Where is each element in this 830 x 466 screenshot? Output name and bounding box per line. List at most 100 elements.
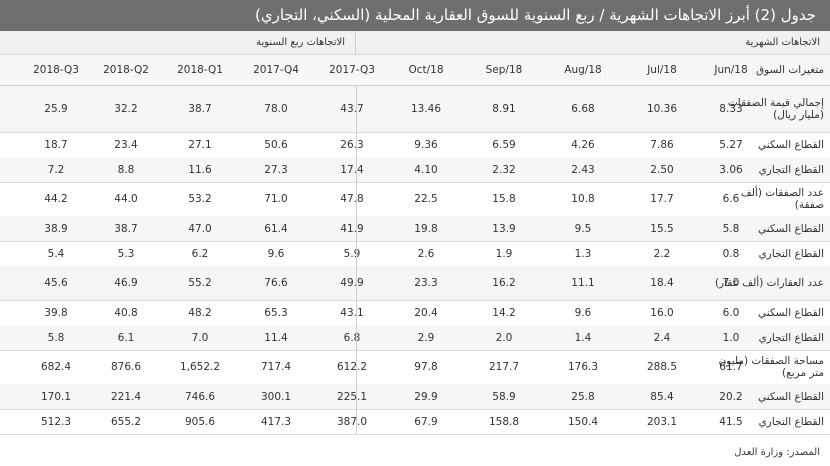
table-cell: 4.10 (414, 163, 438, 176)
table-cell: 18.4 (650, 277, 674, 289)
section-divider (356, 266, 357, 300)
table-row: القطاع التجاري 0.8 2.2 1.3 1.9 2.6 5.9 9.6 6.2 5.… (0, 241, 830, 267)
table-row: القطاع التجاري 41.5 203.1 150.4 158.8 67.9 387… (0, 409, 830, 435)
table-row: مساحة الصفقات (مليون متر مربع) 61.7 288.5 1… (0, 350, 830, 385)
column-header: 2018-Q2 (103, 64, 149, 76)
table-title: جدول (2) أبرز الاتجاهات الشهرية / ربع ال… (0, 0, 830, 31)
table-cell: 655.2 (110, 415, 142, 428)
table-cell: 13.9 (492, 222, 516, 235)
section-quarterly: الاتجاهات ربع السنوية (0, 31, 356, 55)
row-label: إجمالي قيمة الصفقات (مليار ريال) (727, 97, 824, 121)
table-cell: 29.9 (414, 390, 438, 403)
table-cell: 44.0 (114, 193, 138, 205)
data-table: الاتجاهات الشهرية الاتجاهات ربع السنوية … (0, 31, 830, 466)
table-cell: 746.6 (184, 390, 216, 403)
table-row: القطاع السكني 6.0 16.0 9.6 14.2 20.4 43.1 65.3 4… (0, 300, 830, 326)
table-cell: 11.1 (571, 277, 595, 289)
table-cell: 39.8 (44, 306, 68, 319)
section-divider (356, 157, 357, 182)
table-cell: 203.1 (646, 415, 678, 428)
table-cell: 13.46 (410, 103, 442, 115)
table-cell: 1.9 (495, 247, 513, 260)
table-cell: 612.2 (336, 361, 368, 373)
table-row: القطاع التجاري 1.0 2.4 1.4 2.0 2.9 6.8 11.4 7.0 6… (0, 325, 830, 351)
table-cell: 9.6 (267, 247, 285, 260)
table-cell: 1.0 (722, 331, 740, 344)
column-header: 2017-Q4 (253, 64, 299, 76)
table-row: القطاع السكني 5.8 15.5 9.5 13.9 19.8 41.9 61.4 4… (0, 216, 830, 242)
table-cell: 78.0 (264, 103, 288, 115)
table-cell: 176.3 (567, 361, 599, 373)
table-cell: 288.5 (646, 361, 678, 373)
row-label: القطاع التجاري (758, 331, 824, 344)
table-row: عدد الصفقات (ألف صفقة) 6.6 17.7 10.8 15.8 22.… (0, 182, 830, 217)
table-cell: 7.0 (191, 331, 209, 344)
table-cell: 5.4 (47, 247, 65, 260)
table-cell: 25.9 (44, 103, 68, 115)
table-cell: 61.7 (719, 361, 743, 373)
table-cell: 2.0 (495, 331, 513, 344)
row-label: القطاع السكني (757, 138, 824, 151)
table-cell: 3.06 (719, 163, 743, 176)
section-divider (356, 241, 357, 266)
table-cell: 53.2 (188, 193, 212, 205)
table-cell: 6.0 (722, 306, 740, 319)
table-cell: 23.3 (414, 277, 438, 289)
section-monthly: الاتجاهات الشهرية (356, 31, 830, 55)
table-cell: 158.8 (488, 415, 520, 428)
table-cell: 38.9 (44, 222, 68, 235)
table-cell: 47.0 (188, 222, 212, 235)
table-cell: 6.2 (191, 247, 209, 260)
table-cell: 217.7 (488, 361, 520, 373)
table-cell: 1.3 (574, 247, 592, 260)
table-cell: 47.8 (340, 193, 364, 205)
table-cell: 43.7 (340, 103, 364, 115)
table-cell: 4.26 (571, 138, 595, 151)
table-cell: 417.3 (260, 415, 292, 428)
section-divider (356, 132, 357, 157)
table-cell: 46.9 (114, 277, 138, 289)
source-note: المصدر: وزارة العدل (734, 447, 820, 458)
table-cell: 44.2 (44, 193, 68, 205)
table-cell: 2.32 (492, 163, 516, 176)
table-cell: 512.3 (40, 415, 72, 428)
section-divider (356, 300, 357, 325)
table-cell: 76.6 (264, 277, 288, 289)
table-row: عدد العقارات (ألف عقار) 7.0 18.4 11.1 16.2 23… (0, 266, 830, 301)
table-cell: 10.36 (646, 103, 678, 115)
table-cell: 5.8 (47, 331, 65, 344)
column-header: Aug/18 (564, 64, 602, 76)
section-divider (356, 409, 357, 434)
column-header: 2017-Q3 (329, 64, 375, 76)
table-cell: 41.5 (719, 415, 743, 428)
section-divider (356, 86, 357, 132)
table-cell: 876.6 (110, 361, 142, 373)
table-cell: 19.8 (414, 222, 438, 235)
table-cell: 8.91 (492, 103, 516, 115)
table-row: القطاع السكني 5.27 7.86 4.26 6.59 9.36 26.3 50.… (0, 132, 830, 158)
table-cell: 5.8 (722, 222, 740, 235)
table-cell: 20.4 (414, 306, 438, 319)
section-divider (356, 325, 357, 350)
table-cell: 65.3 (264, 306, 288, 319)
table-cell: 17.4 (340, 163, 364, 176)
table-cell: 71.0 (264, 193, 288, 205)
table-row: القطاع التجاري 3.06 2.50 2.43 2.32 4.10 17.4 27… (0, 157, 830, 183)
table-cell: 58.9 (492, 390, 516, 403)
table-cell: 9.36 (414, 138, 438, 151)
table-cell: 38.7 (114, 222, 138, 235)
table-cell: 387.0 (336, 415, 368, 428)
table-cell: 5.27 (719, 138, 743, 151)
row-label: القطاع السكني (757, 306, 824, 319)
table-cell: 8.8 (117, 163, 135, 176)
column-header: 2018-Q3 (33, 64, 79, 76)
table-cell: 2.2 (653, 247, 671, 260)
table-cell: 16.0 (650, 306, 674, 319)
table-row: إجمالي قيمة الصفقات (مليار ريال) 8.33 10.3… (0, 86, 830, 133)
table-cell: 2.9 (417, 331, 435, 344)
table-cell: 225.1 (336, 390, 368, 403)
table-cell: 5.3 (117, 247, 135, 260)
table-cell: 2.4 (653, 331, 671, 344)
section-divider (356, 350, 357, 384)
